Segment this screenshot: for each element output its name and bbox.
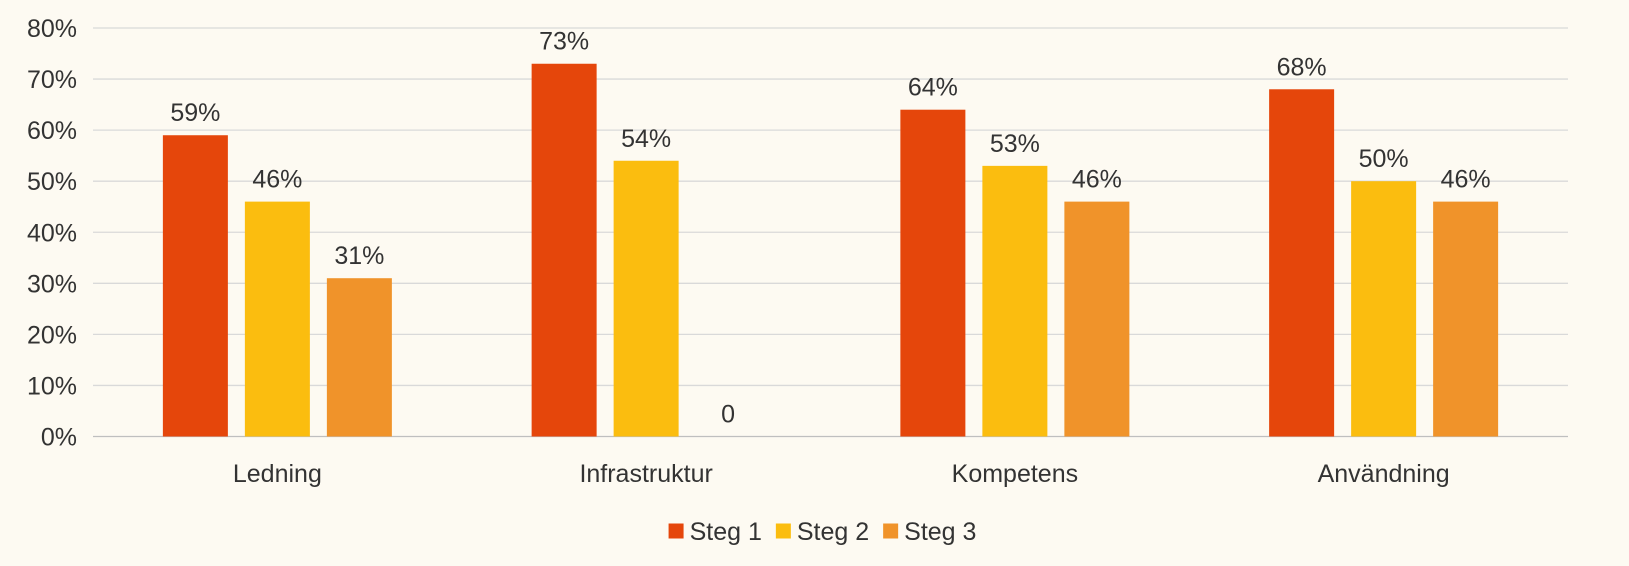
data-labels: 59% 46% 31% 73% 54% 0 64% 53% 46% 68% 50% 46%: [170, 28, 1490, 429]
y-tick-label: 10%: [27, 372, 77, 400]
data-label: 0: [721, 401, 735, 429]
bar-steg-2: [613, 160, 679, 437]
y-tick-label: 60%: [27, 117, 77, 145]
bar-steg-1: [900, 109, 966, 437]
legend-label: Steg 1: [690, 518, 762, 546]
y-tick-label: 70%: [27, 66, 77, 94]
bar-steg-2: [982, 165, 1048, 437]
bars: [162, 63, 1499, 437]
legend-swatch: [668, 523, 684, 539]
legend-swatch: [775, 523, 791, 539]
data-label: 46%: [1441, 166, 1491, 194]
gridlines: [93, 27, 1568, 438]
y-tick-label: 40%: [27, 219, 77, 247]
data-label: 31%: [334, 242, 384, 270]
x-category-label: Infrastruktur: [579, 460, 712, 488]
legend-label: Steg 2: [797, 518, 869, 546]
data-label: 46%: [1072, 166, 1122, 194]
bar-steg-2: [244, 201, 310, 437]
bar-steg-1: [1269, 89, 1335, 437]
y-tick-label: 0%: [41, 424, 77, 452]
legend-label: Steg 3: [904, 518, 976, 546]
bar-steg-2: [1351, 181, 1417, 437]
data-label: 73%: [539, 28, 589, 56]
data-label: 50%: [1359, 145, 1409, 173]
x-category-label: Ledning: [233, 460, 322, 488]
y-tick-label: 20%: [27, 321, 77, 349]
bar-steg-3: [326, 278, 392, 437]
data-label: 54%: [621, 125, 671, 153]
legend: Steg 1 Steg 2 Steg 3: [668, 518, 976, 546]
data-label: 53%: [990, 130, 1040, 158]
y-tick-label: 30%: [27, 270, 77, 298]
data-label: 59%: [170, 99, 220, 127]
bar-steg-1: [531, 63, 597, 437]
bar-steg-3: [1064, 201, 1130, 437]
x-category-label: Kompetens: [952, 460, 1078, 488]
bar-steg-1: [162, 135, 228, 437]
bar-steg-3: [1433, 201, 1499, 437]
y-axis-tick-labels: 0% 10% 20% 30% 40% 50% 60% 70% 80%: [27, 15, 77, 452]
y-tick-label: 50%: [27, 168, 77, 196]
x-category-label: Användning: [1318, 460, 1450, 488]
data-label: 64%: [908, 74, 958, 102]
legend-swatch: [883, 523, 899, 539]
y-tick-label: 80%: [27, 15, 77, 43]
data-label: 46%: [252, 166, 302, 194]
data-label: 68%: [1277, 53, 1327, 81]
x-axis-category-labels: Ledning Infrastruktur Kompetens Användning: [233, 460, 1450, 488]
